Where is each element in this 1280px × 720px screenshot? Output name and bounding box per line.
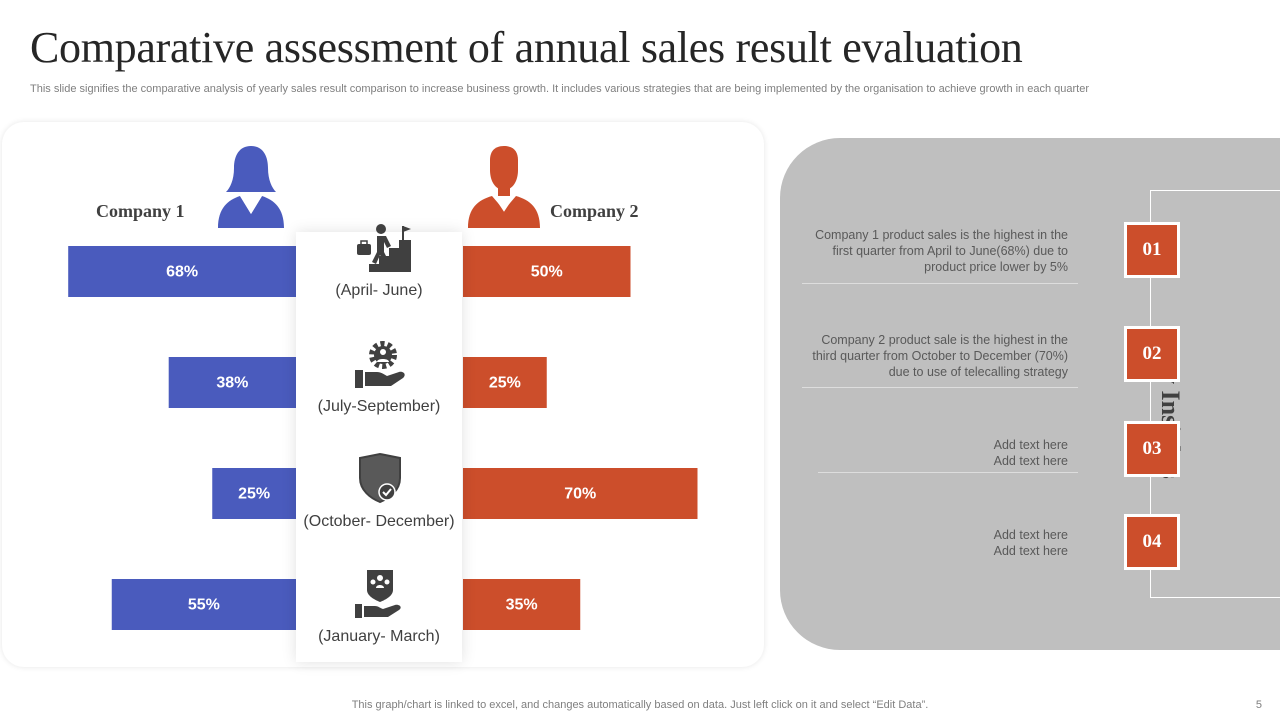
company1-value-label: 68%: [166, 264, 198, 281]
company2-value-label: 50%: [531, 264, 563, 281]
quarter-label: (July-September): [317, 398, 441, 415]
page-subtitle: This slide signifies the comparative ana…: [30, 83, 1089, 95]
company2-value-label: 70%: [564, 486, 596, 503]
company2-bar-q2: [463, 357, 547, 408]
company1-value-label: 25%: [238, 486, 270, 503]
male-person-icon: [468, 146, 540, 228]
insight-divider: [802, 283, 1078, 284]
shield-check-icon: [359, 452, 401, 504]
company1-bar-q1: [68, 246, 296, 297]
insight-number-badge: 01: [1124, 222, 1180, 278]
quarter-label: (April- June): [335, 282, 423, 299]
insight-divider: [818, 472, 1078, 473]
insight-number-badge: 02: [1124, 326, 1180, 382]
page-title: Comparative assessment of annual sales r…: [30, 23, 1023, 72]
female-person-icon: [218, 146, 284, 228]
company1-bar-q2: [168, 357, 296, 408]
insights-bracket: [1150, 190, 1280, 598]
insight-text-3: Add text here Add text here: [993, 438, 1068, 468]
butterfly-bar-chart: 68% 38% 25% 55% 50% 25% 70% 35%: [68, 246, 698, 630]
insight-text-2: Company 2 product sale is the highest in…: [812, 333, 1068, 379]
company1-value-label: 55%: [188, 597, 220, 614]
insight-text-4: Add text here Add text here: [993, 528, 1068, 558]
company2-bar-q4: [463, 579, 581, 630]
insight-number-badge: 04: [1124, 514, 1180, 570]
company2-value-label: 25%: [489, 375, 521, 392]
footer-note: This graph/chart is linked to excel, and…: [351, 699, 929, 711]
insight-text-1: Company 1 product sales is the highest i…: [815, 228, 1068, 274]
team-hand-icon: [355, 570, 401, 618]
company1-bar-q3: [212, 468, 296, 519]
company1-label: Company 1: [96, 201, 185, 221]
insight-divider: [802, 387, 1078, 388]
company2-label: Company 2: [550, 201, 639, 221]
page-number: 5: [1255, 699, 1262, 711]
quarter-label: (January- March): [318, 628, 440, 645]
company2-bar-q1: [463, 246, 631, 297]
insight-number-badge: 03: [1124, 421, 1180, 477]
key-insights-panel: [780, 138, 1280, 650]
gear-hand-icon: [355, 341, 405, 388]
company1-bar-q4: [111, 579, 296, 630]
quarter-label: (October- December): [303, 513, 455, 530]
success-stairs-icon: [357, 224, 411, 272]
company2-value-label: 35%: [506, 597, 538, 614]
company2-bar-q3: [463, 468, 698, 519]
company1-value-label: 38%: [216, 375, 248, 392]
